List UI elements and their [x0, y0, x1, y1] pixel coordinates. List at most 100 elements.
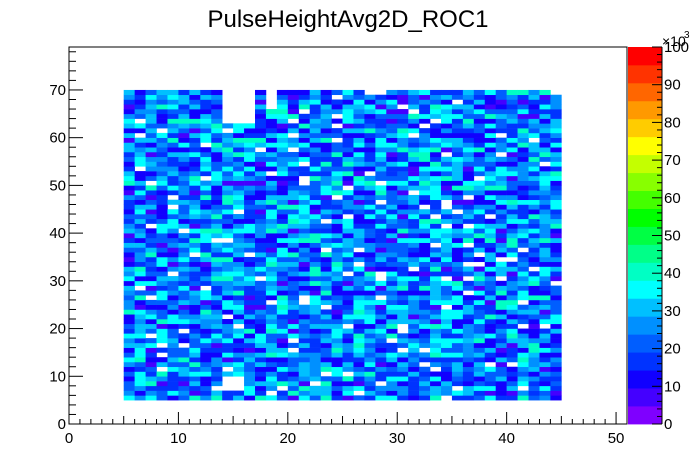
- heatmap-bin: [178, 204, 190, 210]
- heatmap-bin: [430, 94, 442, 100]
- heatmap-bin: [189, 280, 201, 286]
- heatmap-bin: [222, 271, 234, 277]
- heatmap-bin: [156, 266, 168, 272]
- heatmap-bin: [167, 113, 179, 119]
- heatmap-bin: [484, 338, 496, 344]
- heatmap-bin: [145, 104, 157, 110]
- heatmap-bin: [364, 252, 376, 258]
- heatmap-bin: [473, 151, 486, 158]
- heatmap-bin: [233, 137, 245, 143]
- heatmap-bin: [550, 137, 562, 143]
- heatmap-bin: [397, 271, 409, 277]
- heatmap-bin: [517, 252, 529, 258]
- heatmap-bin: [265, 137, 278, 143]
- heatmap-bin: [331, 161, 343, 167]
- heatmap-bin: [528, 385, 540, 391]
- heatmap-bin: [276, 366, 289, 372]
- heatmap-bin: [134, 266, 146, 272]
- heatmap-bin: [342, 314, 354, 320]
- heatmap-bin: [517, 233, 529, 239]
- heatmap-bin: [255, 194, 267, 201]
- heatmap-bin: [386, 132, 398, 138]
- heatmap-bin: [397, 171, 409, 177]
- heatmap-bin: [276, 104, 289, 110]
- heatmap-bin: [484, 233, 496, 239]
- heatmap-bin: [145, 395, 157, 401]
- heatmap-bin: [189, 342, 201, 348]
- heatmap-bin: [211, 381, 223, 387]
- heatmap-bin: [408, 314, 420, 320]
- heatmap-bin: [375, 175, 387, 181]
- heatmap-bin: [178, 190, 190, 196]
- heatmap-bin: [167, 276, 179, 282]
- heatmap-bin: [276, 290, 289, 296]
- heatmap-bin: [473, 99, 486, 105]
- heatmap-bin: [495, 352, 507, 358]
- heatmap-bin: [473, 352, 486, 358]
- heatmap-bin: [189, 218, 201, 224]
- heatmap-bin: [342, 304, 354, 310]
- heatmap-bin: [255, 132, 267, 138]
- heatmap-bin: [145, 371, 157, 377]
- heatmap-bin: [539, 314, 551, 320]
- heatmap-bin: [419, 89, 431, 96]
- heatmap-bin: [134, 328, 146, 334]
- heatmap-bin: [145, 128, 157, 134]
- heatmap-bin: [222, 261, 234, 267]
- heatmap-bin: [244, 161, 256, 167]
- heatmap-bin: [386, 151, 398, 158]
- heatmap-bin: [484, 252, 496, 258]
- heatmap-bin: [342, 285, 354, 291]
- heatmap-bin: [517, 290, 529, 296]
- heatmap-bin: [167, 371, 179, 377]
- heatmap-bin: [364, 104, 376, 110]
- heatmap-bin: [244, 261, 256, 267]
- heatmap-bin: [233, 338, 245, 344]
- z-tick-label: 0: [664, 416, 672, 433]
- heatmap-bin: [419, 128, 431, 134]
- heatmap-bin: [156, 199, 168, 205]
- heatmap-bin: [156, 333, 168, 339]
- heatmap-bin: [528, 190, 540, 196]
- heatmap-bin: [298, 214, 310, 220]
- heatmap-bin: [287, 295, 300, 301]
- heatmap-bin: [211, 314, 223, 320]
- heatmap-bin: [506, 190, 518, 196]
- heatmap-bin: [451, 256, 464, 263]
- heatmap-bin: [156, 280, 168, 286]
- heatmap-bin: [134, 99, 146, 105]
- heatmap-bin: [495, 89, 507, 96]
- heatmap-bin: [276, 342, 289, 348]
- heatmap-bin: [265, 261, 278, 267]
- heatmap-bin: [397, 342, 409, 348]
- heatmap-bin: [298, 242, 310, 248]
- heatmap-bin: [276, 204, 289, 210]
- heatmap-bin: [123, 352, 135, 358]
- heatmap-bin: [189, 166, 201, 172]
- heatmap-bin: [473, 185, 486, 191]
- heatmap-bin: [255, 233, 267, 239]
- heatmap-bin: [506, 304, 518, 310]
- heatmap-bin: [441, 371, 453, 377]
- heatmap-bin: [441, 214, 453, 220]
- heatmap-bin: [211, 261, 223, 267]
- heatmap-bin: [550, 342, 562, 348]
- heatmap-bin: [331, 190, 343, 196]
- heatmap-bin: [200, 371, 212, 377]
- heatmap-bin: [123, 390, 135, 396]
- heatmap-bin: [189, 242, 201, 248]
- heatmap-bin: [495, 242, 507, 248]
- heatmap-bin: [233, 390, 245, 396]
- heatmap-bin: [320, 104, 332, 110]
- heatmap-bin: [189, 118, 201, 124]
- heatmap-bin: [375, 132, 387, 138]
- heatmap-bin: [320, 271, 332, 277]
- heatmap-bin: [200, 156, 212, 162]
- heatmap-bin: [123, 228, 135, 234]
- color-scale-swatch: [628, 190, 662, 209]
- heatmap-bin: [200, 104, 212, 110]
- heatmap-bin: [134, 252, 146, 258]
- heatmap-bin: [397, 395, 409, 401]
- heatmap-bin: [408, 342, 420, 348]
- heatmap-bin: [517, 256, 529, 263]
